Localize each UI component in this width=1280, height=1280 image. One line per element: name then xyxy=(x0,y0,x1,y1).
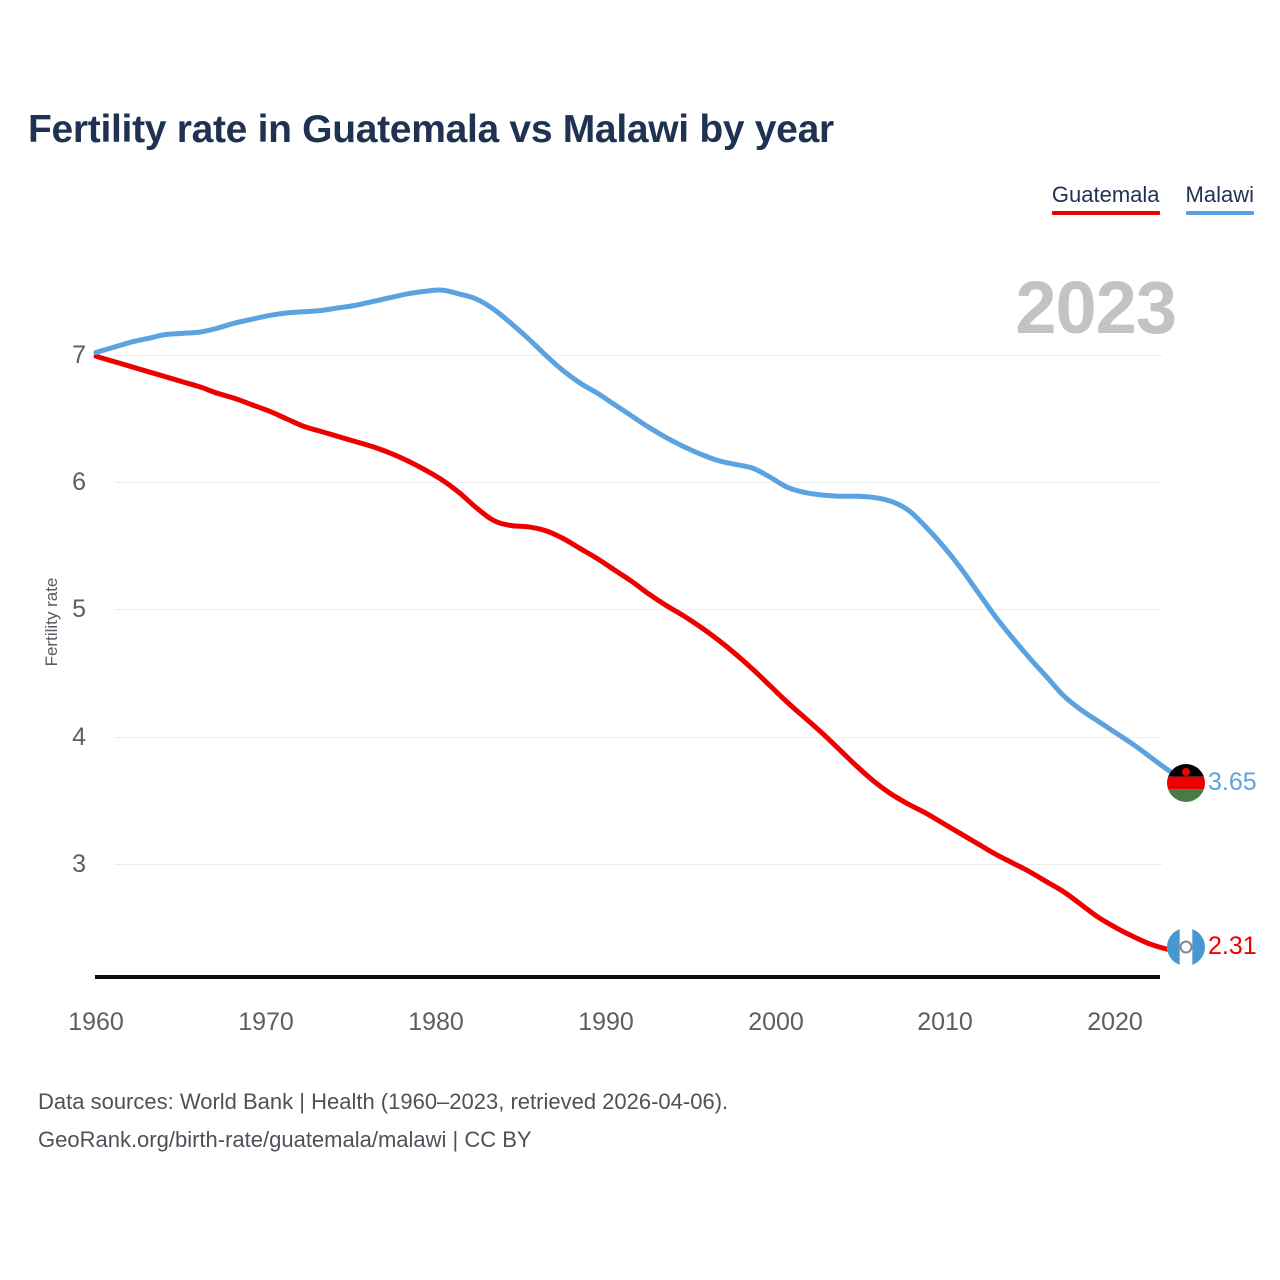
gridline-3 xyxy=(115,864,1162,865)
legend-label-malawi: Malawi xyxy=(1185,182,1254,207)
year-watermark: 2023 xyxy=(1015,266,1177,349)
legend-item-malawi[interactable]: Malawi xyxy=(1185,182,1254,215)
legend-swatch-malawi xyxy=(1185,211,1254,215)
chart-title: Fertility rate in Guatemala vs Malawi by… xyxy=(28,108,834,151)
gridline-4 xyxy=(115,737,1162,738)
y-tick-5: 5 xyxy=(72,595,86,623)
line-guatemala xyxy=(93,353,1188,955)
chart-legend: Guatemala Malawi xyxy=(1051,182,1254,215)
malawi-value-label: 3.65 xyxy=(1208,768,1257,796)
line-malawi xyxy=(93,287,1188,784)
x-tick-2000: 2000 xyxy=(748,1008,804,1036)
x-tick-2010: 2010 xyxy=(917,1008,973,1036)
legend-swatch-guatemala xyxy=(1051,211,1160,215)
x-tick-1990: 1990 xyxy=(578,1008,634,1036)
x-tick-2020: 2020 xyxy=(1087,1008,1143,1036)
gridline-6 xyxy=(115,482,1162,483)
footer-data-sources: Data sources: World Bank | Health (1960–… xyxy=(38,1089,729,1114)
y-tick-4: 4 xyxy=(72,723,86,751)
y-tick-7: 7 xyxy=(72,341,86,369)
gridline-7 xyxy=(115,355,1162,356)
gridline-5 xyxy=(115,609,1162,610)
malawi-flag-icon xyxy=(1167,764,1205,802)
y-tick-3: 3 xyxy=(72,850,86,878)
x-tick-1960: 1960 xyxy=(68,1008,124,1036)
guatemala-flag-icon xyxy=(1167,928,1205,966)
x-axis-baseline xyxy=(95,975,1160,979)
legend-item-guatemala[interactable]: Guatemala xyxy=(1051,182,1160,215)
legend-label-guatemala: Guatemala xyxy=(1051,182,1160,207)
x-tick-1980: 1980 xyxy=(408,1008,464,1036)
y-tick-6: 6 xyxy=(72,468,86,496)
x-tick-1970: 1970 xyxy=(238,1008,294,1036)
guatemala-value-label: 2.31 xyxy=(1208,932,1257,960)
footer-attribution: GeoRank.org/birth-rate/guatemala/malawi … xyxy=(38,1127,532,1152)
